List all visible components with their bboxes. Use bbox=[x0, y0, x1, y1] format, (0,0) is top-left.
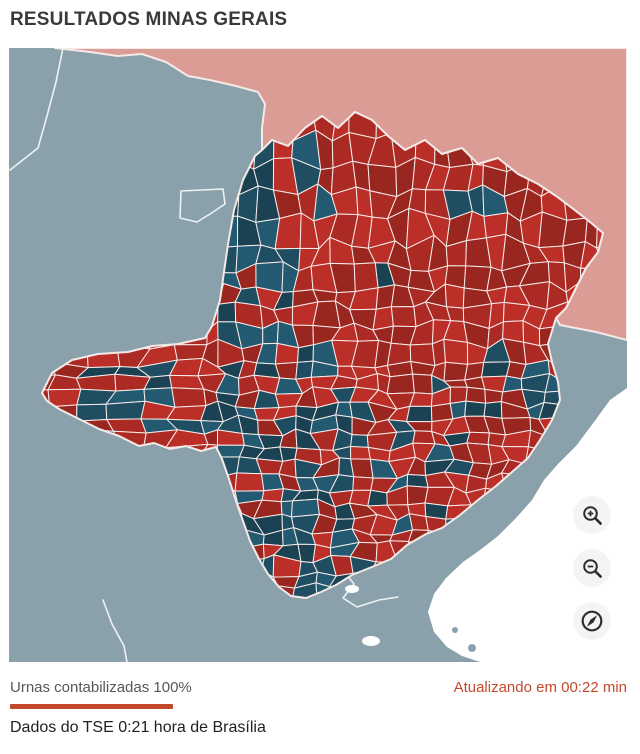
coastal-lagoon bbox=[362, 636, 380, 646]
status-row: Urnas contabilizadas 100% Atualizando em… bbox=[0, 679, 640, 696]
counted-progress-fill bbox=[10, 704, 173, 709]
compass-icon bbox=[581, 610, 603, 632]
source-label: Dados do TSE 0:21 hora de Brasília bbox=[10, 719, 266, 736]
counted-label: Urnas contabilizadas 100% bbox=[10, 679, 192, 696]
mg-state-outline bbox=[41, 111, 604, 599]
map-controls bbox=[573, 496, 611, 640]
magnifier-minus-icon bbox=[583, 559, 602, 578]
ocean bbox=[428, 388, 627, 662]
zoom-out-button[interactable] bbox=[573, 549, 611, 587]
counted-progress-bar bbox=[10, 704, 173, 709]
magnifier-plus-icon bbox=[583, 506, 602, 525]
zoom-in-button[interactable] bbox=[573, 496, 611, 534]
island bbox=[468, 644, 476, 652]
coastal-lagoon bbox=[345, 585, 359, 593]
state-border-line bbox=[9, 48, 64, 171]
island bbox=[452, 627, 458, 633]
compass-button[interactable] bbox=[573, 602, 611, 640]
page-title: RESULTADOS MINAS GERAIS bbox=[10, 9, 288, 30]
df-outline bbox=[179, 188, 226, 223]
mg-results-map[interactable] bbox=[9, 48, 627, 662]
updating-label: Atualizando em 00:22 min bbox=[453, 679, 627, 696]
map-container bbox=[9, 48, 627, 662]
state-border-line-south bbox=[102, 599, 128, 662]
